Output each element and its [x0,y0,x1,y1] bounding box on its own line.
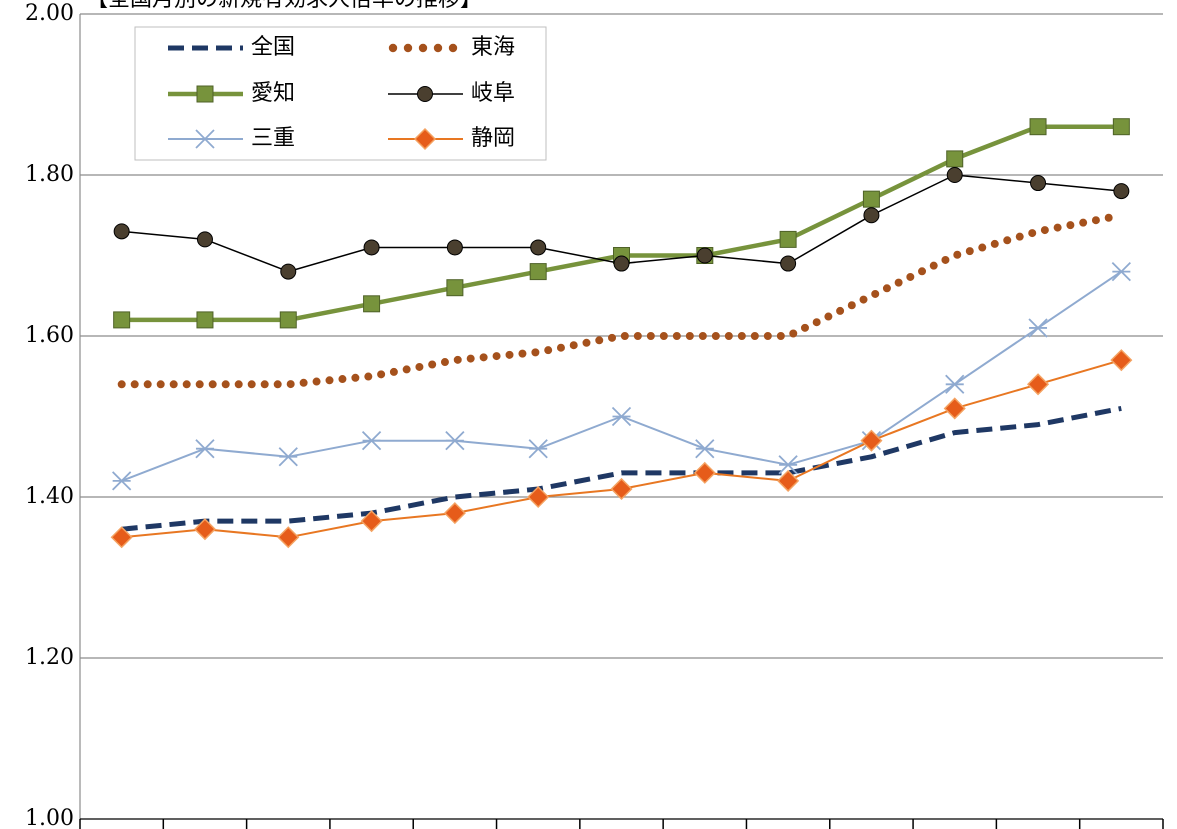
series-4 [113,167,1130,280]
data-point [1111,261,1131,282]
data-point [1029,118,1047,136]
series-1 [121,405,1122,532]
data-point [693,461,716,484]
data-point [1110,349,1133,372]
legend-dot [418,43,428,53]
legend-label: 岐阜 [471,81,515,106]
data-point [443,502,466,525]
data-point [862,190,880,208]
data-point [193,518,217,541]
y-tick-label: 1.80 [25,162,74,187]
y-axis: 1.00 1.20 1.40 1.60 1.80 2.00 [25,1,74,829]
data-point [613,255,630,272]
data-point [446,239,463,256]
data-point [112,471,132,491]
legend-item: 東海 [388,35,515,60]
data-point [860,429,883,452]
data-point [611,406,632,427]
data-point [946,167,963,183]
data-point [1113,183,1130,200]
series-5 [112,261,1131,491]
legend-dot [433,43,443,53]
data-point [195,129,215,149]
data-point [1030,175,1047,192]
y-tick-label: 1.20 [25,645,74,670]
data-point [780,255,797,272]
data-point [446,279,464,297]
data-point [361,431,382,451]
x-axis [79,14,1164,829]
data-point [946,150,964,168]
legend-item: 静岡 [388,126,515,151]
data-point [417,86,433,102]
legend-label: 全国 [251,35,295,60]
series-line [121,405,1122,532]
data-point [529,263,547,281]
data-point [695,439,715,459]
series-line [121,270,1122,482]
legend-item: 全国 [168,35,295,60]
series-line [117,211,1126,389]
data-point [413,127,437,151]
data-point [360,510,383,533]
series-6 [110,349,1133,549]
data-point [696,247,713,264]
data-point [110,526,133,549]
legend-item: 愛知 [168,81,295,106]
data-point [528,439,548,459]
data-point [530,239,547,256]
data-point [943,397,966,420]
legend-item: 三重 [168,126,295,151]
series-line [121,359,1122,539]
data-point [196,311,214,329]
legend-item: 岐阜 [388,81,515,106]
series-group [110,118,1133,549]
data-point [280,263,297,280]
data-point [277,526,300,549]
y-tick-label: 2.00 [25,1,74,26]
legend-dot [388,43,398,53]
data-point [196,231,213,248]
data-point [1026,373,1050,396]
data-point [777,469,800,492]
series-3 [113,118,1130,329]
data-point [195,439,215,459]
data-point [945,374,965,394]
data-point [445,431,465,451]
data-point [1112,118,1130,136]
legend-label: 三重 [251,126,295,151]
legend-label: 東海 [471,35,515,60]
data-point [113,311,131,329]
data-point [278,447,298,467]
legend-dot [448,43,458,53]
data-point [363,239,380,256]
data-point [1028,318,1048,338]
series-2 [117,211,1126,389]
y-tick-label: 1.40 [25,484,74,509]
chart-title: 【全国月別の新規有効求人倍率の推移】 [86,0,482,12]
y-tick-label: 1.60 [25,323,74,348]
data-point [196,85,214,103]
data-point [778,455,798,475]
legend-label: 愛知 [251,81,295,106]
data-point [610,477,633,501]
data-point [363,295,381,313]
data-point [527,485,550,509]
data-point [863,207,880,224]
data-point [113,223,130,240]
legend-label: 静岡 [471,126,515,151]
data-point [779,230,797,248]
data-point [279,311,297,329]
legend-dot [403,43,413,53]
y-tick-label: 1.00 [25,806,74,829]
